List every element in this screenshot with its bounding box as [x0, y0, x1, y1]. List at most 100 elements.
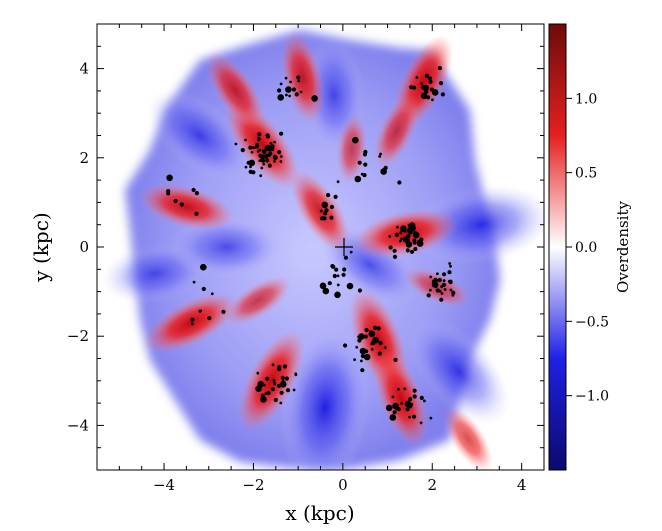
cluster-member-point [357, 288, 362, 293]
cluster-member-point [413, 246, 418, 252]
cluster-member-point [329, 215, 334, 220]
cluster-member-point [255, 385, 262, 393]
cluster-member-point [277, 383, 282, 388]
cluster-member-point [262, 150, 267, 155]
cluster-member-point [447, 270, 452, 275]
cluster-member-point [377, 351, 382, 356]
cluster-member-point [194, 191, 199, 196]
cluster-member-point [190, 317, 195, 322]
overdense-region [205, 52, 266, 130]
overdense-region [336, 113, 368, 185]
cluster-member-point [265, 133, 270, 138]
x-tick-label: −4 [153, 476, 175, 494]
cluster-member-point [370, 347, 374, 351]
cluster-member-point [200, 263, 207, 271]
cluster-member-point [329, 204, 334, 210]
cluster-member-point [279, 155, 283, 158]
cluster-member-point [431, 281, 439, 288]
cluster-member-point [280, 375, 285, 380]
cluster-member-point [179, 202, 184, 207]
cluster-member-point [448, 262, 451, 265]
cluster-member-point [192, 280, 196, 284]
cluster-member-point [173, 198, 178, 204]
cluster-member-point [210, 292, 214, 296]
cluster-member-point [257, 132, 262, 137]
colorbar-tick-label: −1.0 [575, 389, 609, 405]
cluster-member-point [442, 272, 447, 277]
y-tick-label: −4 [67, 416, 89, 434]
cluster-member-point [400, 237, 403, 241]
cluster-member-point [360, 354, 365, 359]
cluster-member-point [273, 160, 276, 163]
cluster-member-point [392, 410, 397, 415]
cluster-member-point [405, 407, 410, 412]
cluster-member-point [273, 381, 276, 385]
cluster-member-point [398, 239, 402, 243]
cluster-member-point [394, 232, 399, 237]
cluster-member-point [299, 90, 303, 94]
cluster-member-point [441, 282, 447, 287]
underdense-region [407, 318, 511, 426]
cluster-member-point [262, 162, 266, 166]
cluster-member-point [265, 153, 269, 157]
cluster-member-point [378, 155, 382, 158]
overdense-region [352, 208, 459, 259]
cluster-member-point [419, 421, 423, 425]
cluster-member-point [268, 151, 273, 156]
cluster-member-point [277, 88, 282, 93]
overdense-region [443, 405, 493, 470]
cluster-member-point [279, 82, 283, 86]
cluster-member-point [360, 172, 364, 176]
x-tick-label: 0 [338, 476, 348, 494]
cluster-member-point [385, 404, 393, 412]
cluster-member-point [353, 358, 356, 361]
cluster-member-point [291, 87, 297, 92]
cluster-member-point [342, 267, 347, 272]
cluster-member-point [379, 152, 382, 156]
y-tick-label: 4 [79, 60, 89, 78]
y-axis-ticks: −4 −2 0 2 4 [67, 23, 544, 471]
colorbar-tick-label: 0.5 [575, 166, 597, 182]
cluster-member-point [392, 248, 397, 253]
cluster-member-point [249, 165, 252, 169]
cluster-member-point [424, 89, 429, 94]
density-field [100, 31, 544, 470]
cluster-member-point [357, 160, 362, 165]
cluster-member-point [221, 309, 226, 314]
cluster-member-point [194, 211, 199, 216]
cluster-member-point [392, 254, 398, 259]
cluster-member-point [435, 288, 440, 293]
cluster-member-point [421, 85, 426, 90]
cluster-member-point [279, 381, 287, 388]
cluster-member-point [334, 267, 339, 272]
cluster-member-point [319, 209, 323, 213]
overdense-region [237, 330, 305, 432]
cluster-member-point [355, 345, 359, 349]
cluster-member-point [311, 95, 318, 102]
cluster-member-point [409, 249, 415, 254]
cluster-member-point [407, 397, 413, 402]
cluster-member-point [378, 341, 383, 346]
cluster-member-point [399, 231, 403, 235]
cluster-member-point [277, 94, 285, 101]
cluster-member-point [190, 322, 194, 326]
cluster-member-point [250, 150, 254, 154]
overdense-region [224, 276, 292, 325]
cluster-member-point [411, 414, 417, 419]
cluster-member-point [423, 399, 426, 403]
y-tick-label: −2 [67, 327, 89, 345]
x-tick-label: −2 [242, 476, 264, 494]
cluster-member-point [343, 343, 348, 348]
cluster-member-point [363, 353, 371, 361]
cluster-member-point [449, 288, 453, 292]
cluster-member-point [436, 272, 439, 276]
cluster-member-point [279, 390, 284, 395]
cluster-member-point [412, 388, 417, 393]
cluster-member-point [336, 274, 340, 278]
cluster-member-point [332, 273, 337, 279]
overdense-region [143, 292, 238, 353]
cluster-member-point [319, 282, 327, 290]
cluster-member-point [408, 225, 413, 230]
cluster-member-point [333, 194, 338, 199]
cluster-member-point [405, 248, 410, 253]
